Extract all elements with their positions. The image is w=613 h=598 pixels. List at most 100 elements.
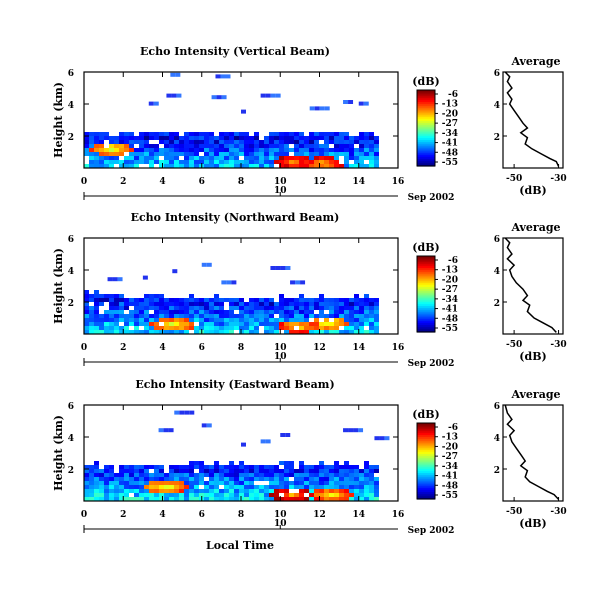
heatmap-cell bbox=[114, 322, 119, 326]
heatmap-cell bbox=[159, 473, 164, 477]
heatmap-cell bbox=[199, 314, 204, 318]
heatmap-cell bbox=[159, 310, 164, 314]
heatmap-cell bbox=[139, 302, 144, 306]
heatmap-cell bbox=[204, 302, 209, 306]
heatmap-cell bbox=[244, 148, 249, 152]
heatmap-cell bbox=[249, 477, 254, 481]
heatmap-cell bbox=[249, 326, 254, 330]
heatmap-cell bbox=[99, 144, 104, 148]
colorbar-swatch bbox=[417, 91, 435, 95]
heatmap-cell bbox=[134, 481, 139, 485]
heatmap-cell bbox=[139, 140, 144, 144]
heatmap-cell bbox=[274, 326, 279, 330]
heatmap-cell bbox=[319, 473, 324, 477]
heatmap-cell bbox=[129, 152, 134, 156]
heatmap-cell bbox=[94, 310, 99, 314]
heatmap-cell bbox=[229, 326, 234, 330]
heatmap-cell bbox=[94, 477, 99, 481]
heatmap-cell bbox=[224, 493, 229, 497]
heatmap-cell bbox=[364, 493, 369, 497]
colorbar-tick-label: -20 bbox=[442, 109, 458, 119]
colorbar-swatch bbox=[417, 162, 435, 165]
heatmap-cell bbox=[114, 493, 119, 497]
heatmap-cell bbox=[179, 477, 184, 481]
heatmap-cell bbox=[279, 160, 284, 164]
heatmap-cell bbox=[304, 469, 309, 473]
heatmap-cell bbox=[104, 152, 109, 156]
heatmap-cell bbox=[299, 473, 304, 477]
heatmap-cell bbox=[269, 132, 274, 136]
heatmap-cell bbox=[234, 136, 239, 140]
heatmap-cell bbox=[99, 314, 104, 318]
heatmap-cell bbox=[249, 489, 254, 493]
heatmap-cell bbox=[124, 140, 129, 144]
heatmap-cell bbox=[99, 164, 104, 168]
heatmap-cell bbox=[349, 144, 354, 148]
colorbar-swatch bbox=[417, 426, 435, 430]
heatmap-cell bbox=[289, 497, 294, 501]
heatmap-cell bbox=[109, 322, 114, 326]
heatmap-cell bbox=[264, 148, 269, 152]
heatmap-cell bbox=[269, 497, 274, 501]
colorbar-tick-label: -41 bbox=[442, 305, 458, 315]
heatmap-cell bbox=[339, 152, 344, 156]
profile-line bbox=[504, 237, 557, 333]
heatmap-cell bbox=[349, 326, 354, 330]
heatmap-cell bbox=[269, 485, 274, 489]
heatmap-cell bbox=[244, 485, 249, 489]
heatmap-cell bbox=[189, 318, 194, 322]
heatmap-cell bbox=[154, 477, 159, 481]
heatmap-cell bbox=[164, 318, 169, 322]
colorbar-swatch bbox=[417, 278, 435, 282]
heatmap-cell bbox=[284, 318, 289, 322]
heatmap-cell bbox=[334, 497, 339, 501]
heatmap-cell bbox=[364, 465, 369, 469]
heatmap-cell bbox=[359, 306, 364, 310]
heatmap-cell bbox=[274, 152, 279, 156]
heatmap-cell bbox=[204, 473, 209, 477]
heatmap-cell bbox=[374, 148, 379, 152]
heatmap-cell bbox=[119, 294, 124, 298]
heatmap-cell bbox=[224, 318, 229, 322]
heatmap-cell bbox=[209, 322, 214, 326]
heatmap-cell bbox=[354, 465, 359, 469]
colorbar-swatch bbox=[417, 282, 435, 286]
heatmap-cell bbox=[129, 469, 134, 473]
heatmap-cell bbox=[319, 497, 324, 501]
heatmap-cell bbox=[209, 493, 214, 497]
heatmap-cell bbox=[239, 306, 244, 310]
heatmap-cell bbox=[164, 160, 169, 164]
heatmap-cell bbox=[134, 310, 139, 314]
heatmap-cell bbox=[274, 493, 279, 497]
heatmap-cell bbox=[374, 322, 379, 326]
heatmap-cell bbox=[244, 318, 249, 322]
heatmap-cell bbox=[339, 318, 344, 322]
scatter-echo bbox=[163, 428, 169, 433]
heatmap-cell bbox=[349, 469, 354, 473]
heatmap-cell bbox=[149, 160, 154, 164]
heatmap-cell bbox=[339, 164, 344, 168]
x-tick-label: 4 bbox=[159, 510, 165, 520]
heatmap-cell bbox=[124, 132, 129, 136]
heatmap-cell bbox=[259, 493, 264, 497]
heatmap-cell bbox=[274, 469, 279, 473]
heatmap-cell bbox=[334, 493, 339, 497]
heatmap-cell bbox=[124, 302, 129, 306]
heatmap-cell bbox=[224, 485, 229, 489]
heatmap-cell bbox=[349, 310, 354, 314]
heatmap-cell bbox=[269, 152, 274, 156]
heatmap-cell bbox=[279, 318, 284, 322]
heatmap-cell bbox=[279, 152, 284, 156]
heatmap-cell bbox=[154, 294, 159, 298]
heatmap-cell bbox=[324, 326, 329, 330]
colorbar-swatch bbox=[417, 434, 435, 437]
heatmap-cell bbox=[169, 469, 174, 473]
colorbar-swatch bbox=[417, 93, 435, 97]
heatmap-cell bbox=[299, 469, 304, 473]
heatmap-cell bbox=[339, 465, 344, 469]
heatmap-cell bbox=[209, 306, 214, 310]
heatmap-cell bbox=[109, 298, 114, 302]
scatter-echo bbox=[363, 101, 369, 106]
heatmap-cell bbox=[299, 481, 304, 485]
heatmap-cell bbox=[249, 485, 254, 489]
